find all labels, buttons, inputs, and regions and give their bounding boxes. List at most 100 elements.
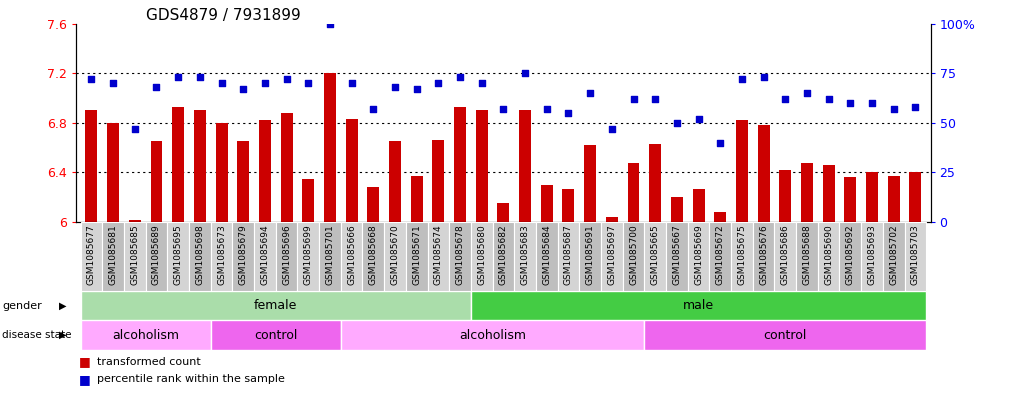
Bar: [796, 222, 818, 291]
Point: [798, 90, 815, 96]
Text: gender: gender: [2, 301, 42, 310]
Text: GSM1085680: GSM1085680: [477, 224, 486, 285]
Point: [560, 110, 577, 116]
Text: GSM1085675: GSM1085675: [737, 224, 746, 285]
Text: GSM1085665: GSM1085665: [651, 224, 660, 285]
Point: [192, 74, 208, 80]
Bar: [107, 123, 119, 222]
Text: control: control: [764, 329, 806, 342]
Bar: [341, 320, 645, 350]
Bar: [346, 119, 358, 222]
Point: [321, 20, 338, 27]
Bar: [211, 320, 341, 350]
Point: [821, 96, 837, 102]
Bar: [450, 222, 471, 291]
Point: [170, 74, 186, 80]
Text: GSM1085666: GSM1085666: [347, 224, 356, 285]
Bar: [476, 110, 488, 222]
Bar: [536, 222, 557, 291]
Point: [83, 76, 100, 82]
Bar: [259, 120, 271, 222]
Bar: [80, 320, 211, 350]
Text: GSM1085702: GSM1085702: [889, 224, 898, 285]
Point: [647, 96, 663, 102]
Bar: [276, 222, 297, 291]
Bar: [168, 222, 189, 291]
Bar: [541, 185, 553, 222]
Text: GSM1085694: GSM1085694: [260, 224, 270, 285]
Text: female: female: [254, 299, 297, 312]
Bar: [823, 165, 835, 222]
Bar: [844, 177, 856, 222]
Bar: [606, 217, 617, 222]
Bar: [774, 222, 796, 291]
Text: GSM1085693: GSM1085693: [868, 224, 877, 285]
Bar: [779, 170, 791, 222]
Text: GSM1085676: GSM1085676: [759, 224, 768, 285]
Bar: [80, 291, 471, 320]
Text: GSM1085686: GSM1085686: [781, 224, 790, 285]
Bar: [731, 222, 753, 291]
Bar: [519, 110, 531, 222]
Bar: [254, 222, 276, 291]
Bar: [649, 144, 661, 222]
Bar: [427, 222, 450, 291]
Bar: [432, 140, 444, 222]
Text: GSM1085685: GSM1085685: [130, 224, 139, 285]
Bar: [281, 113, 293, 222]
Point: [625, 96, 642, 102]
Text: male: male: [683, 299, 714, 312]
Bar: [580, 222, 601, 291]
Bar: [714, 212, 726, 222]
Bar: [904, 222, 926, 291]
Bar: [758, 125, 770, 222]
Bar: [302, 179, 314, 222]
Point: [495, 106, 512, 112]
Bar: [557, 222, 580, 291]
Text: GSM1085682: GSM1085682: [499, 224, 507, 285]
Bar: [297, 222, 319, 291]
Text: GSM1085697: GSM1085697: [607, 224, 616, 285]
Bar: [411, 176, 423, 222]
Text: GSM1085688: GSM1085688: [802, 224, 812, 285]
Point: [669, 119, 685, 126]
Text: GSM1085673: GSM1085673: [217, 224, 226, 285]
Bar: [341, 222, 362, 291]
Point: [712, 140, 728, 146]
Bar: [888, 176, 900, 222]
Point: [777, 96, 793, 102]
Text: GSM1085667: GSM1085667: [672, 224, 681, 285]
Bar: [151, 141, 163, 222]
Bar: [497, 204, 510, 222]
Text: GSM1085677: GSM1085677: [86, 224, 96, 285]
Text: alcoholism: alcoholism: [459, 329, 526, 342]
Bar: [194, 110, 205, 222]
Point: [452, 74, 468, 80]
Bar: [103, 222, 124, 291]
Bar: [883, 222, 904, 291]
Bar: [736, 120, 747, 222]
Text: GSM1085701: GSM1085701: [325, 224, 335, 285]
Bar: [471, 291, 926, 320]
Text: GSM1085703: GSM1085703: [911, 224, 920, 285]
Bar: [693, 189, 705, 222]
Bar: [515, 222, 536, 291]
Bar: [390, 141, 401, 222]
Point: [365, 106, 381, 112]
Point: [582, 90, 598, 96]
Bar: [866, 173, 878, 222]
Bar: [645, 222, 666, 291]
Bar: [801, 162, 813, 222]
Bar: [172, 107, 184, 222]
Bar: [584, 145, 596, 222]
Bar: [645, 320, 926, 350]
Bar: [384, 222, 406, 291]
Bar: [85, 110, 98, 222]
Point: [539, 106, 555, 112]
Bar: [129, 220, 140, 222]
Text: GSM1085691: GSM1085691: [586, 224, 595, 285]
Bar: [562, 189, 575, 222]
Point: [863, 100, 880, 106]
Text: GSM1085687: GSM1085687: [564, 224, 573, 285]
Text: ▶: ▶: [59, 301, 66, 310]
